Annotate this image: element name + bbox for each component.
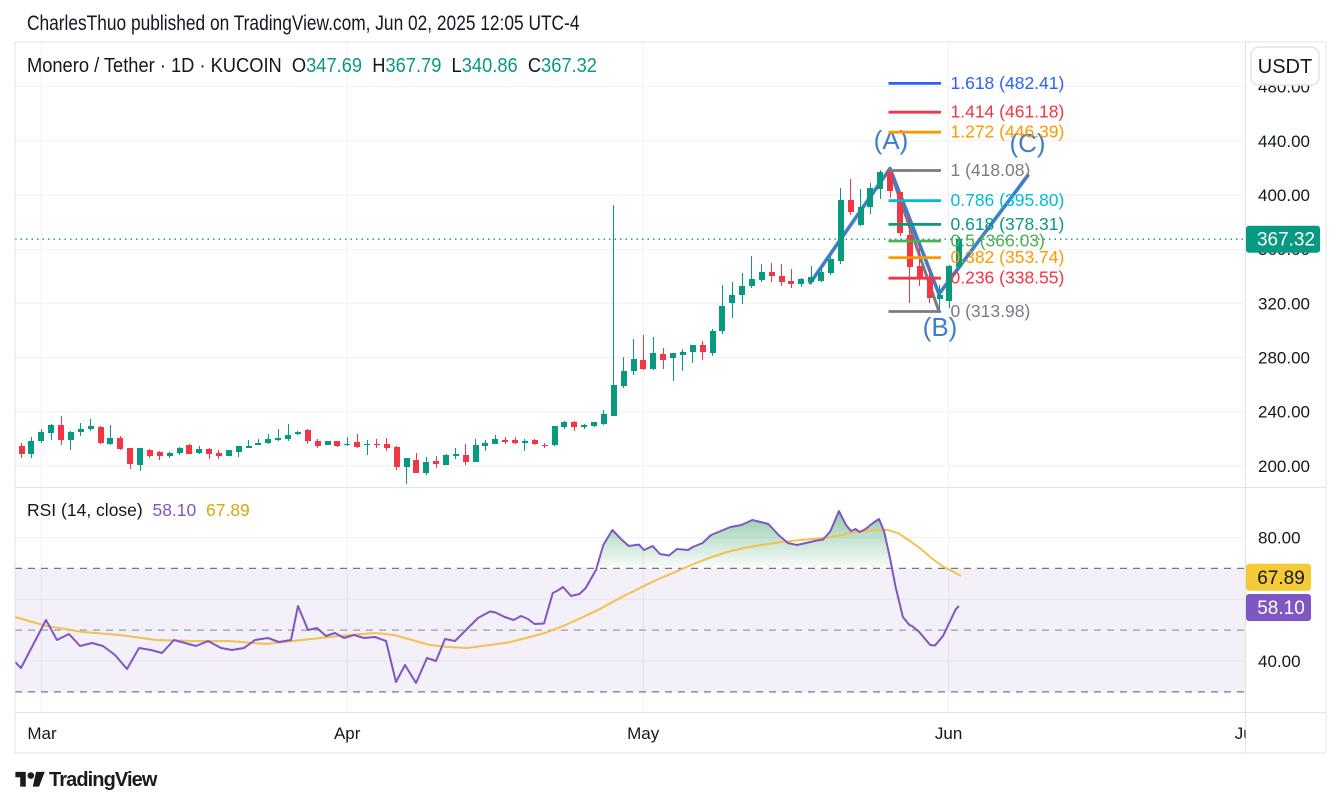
- svg-text:USDT: USDT: [1258, 56, 1312, 78]
- svg-text:0.236 (338.55): 0.236 (338.55): [951, 268, 1065, 288]
- svg-text:280.00: 280.00: [1258, 349, 1310, 368]
- svg-text:1.414 (461.18): 1.414 (461.18): [951, 102, 1065, 122]
- svg-text:(C): (C): [1009, 128, 1045, 158]
- svg-text:58.10: 58.10: [1257, 598, 1305, 619]
- svg-text:Apr: Apr: [334, 724, 361, 743]
- svg-text:67.89: 67.89: [1257, 568, 1305, 589]
- svg-text:Mar: Mar: [27, 724, 57, 743]
- svg-text:1.618 (482.41): 1.618 (482.41): [951, 73, 1065, 93]
- svg-text:RSI (14, close) 58.10 67.89: RSI (14, close) 58.10 67.89: [27, 500, 250, 520]
- svg-text:0 (313.98): 0 (313.98): [951, 301, 1031, 321]
- svg-text:May: May: [627, 724, 660, 743]
- svg-text:0.618 (378.31): 0.618 (378.31): [951, 214, 1065, 234]
- svg-text:400.00: 400.00: [1258, 186, 1310, 205]
- svg-text:TradingView: TradingView: [49, 769, 158, 791]
- svg-text:320.00: 320.00: [1258, 294, 1310, 313]
- svg-text:1 (418.08): 1 (418.08): [951, 160, 1031, 180]
- svg-text:200.00: 200.00: [1258, 457, 1310, 476]
- svg-text:40.00: 40.00: [1258, 652, 1301, 671]
- svg-text:0.382 (353.74): 0.382 (353.74): [951, 247, 1065, 267]
- svg-text:367.32: 367.32: [1257, 230, 1315, 251]
- svg-text:0.786 (395.80): 0.786 (395.80): [951, 190, 1065, 210]
- svg-text:Monero / Tether · 1D · KUCOIN: Monero / Tether · 1D · KUCOIN O347.69 H3…: [27, 55, 597, 77]
- svg-text:240.00: 240.00: [1258, 403, 1310, 422]
- svg-text:CharlesThuo published on Tradi: CharlesThuo published on TradingView.com…: [27, 13, 580, 36]
- svg-text:440.00: 440.00: [1258, 132, 1310, 151]
- svg-text:0.5 (366.03): 0.5 (366.03): [951, 231, 1045, 251]
- svg-text:Jun: Jun: [935, 724, 962, 743]
- svg-text:(B): (B): [923, 312, 958, 342]
- svg-text:1.272 (446.39): 1.272 (446.39): [951, 122, 1065, 142]
- svg-text:Jul: Jul: [1235, 724, 1257, 743]
- svg-text:80.00: 80.00: [1258, 529, 1301, 548]
- svg-text:(A): (A): [874, 125, 909, 155]
